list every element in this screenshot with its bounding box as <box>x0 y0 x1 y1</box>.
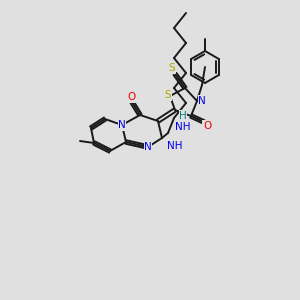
Text: S: S <box>165 90 171 100</box>
Text: N: N <box>198 96 206 106</box>
Text: NH: NH <box>167 141 183 151</box>
Text: O: O <box>128 92 136 102</box>
Text: S: S <box>169 63 175 73</box>
Text: N: N <box>144 142 152 152</box>
Text: O: O <box>203 121 211 131</box>
Text: N: N <box>118 120 126 130</box>
Text: H: H <box>179 111 187 121</box>
Text: NH: NH <box>175 122 191 132</box>
